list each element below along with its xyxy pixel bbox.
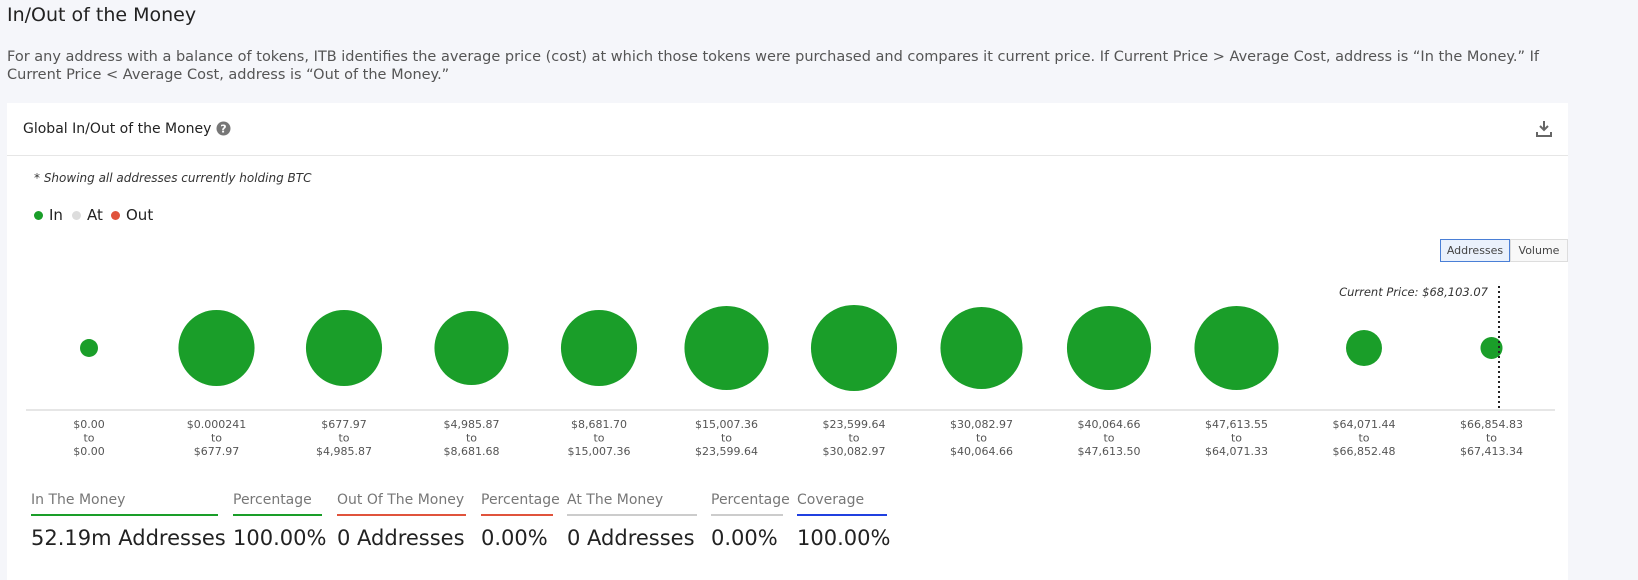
range-label: to (1103, 432, 1114, 445)
bubble (1346, 330, 1382, 366)
range-label: $8,681.68 (444, 445, 500, 458)
range-label: $47,613.55 (1205, 418, 1268, 431)
range-label: $4,985.87 (316, 445, 372, 458)
bubble (560, 309, 638, 387)
range-label: $64,071.44 (1333, 418, 1396, 431)
legend-label: In (49, 206, 63, 224)
card-title: Global In/Out of the Money (23, 121, 212, 137)
bubble (684, 305, 769, 391)
range-label: to (83, 432, 94, 445)
range-label: to (211, 432, 222, 445)
range-label: $15,007.36 (568, 445, 631, 458)
stat-value: 0.00% (481, 526, 548, 550)
stat-value: 0 Addresses (567, 526, 695, 550)
range-label: to (466, 432, 477, 445)
range-label: to (721, 432, 732, 445)
bubble (1480, 336, 1503, 360)
stat-label: Percentage (233, 492, 322, 516)
range-label: $677.97 (321, 418, 367, 431)
stat-label: Percentage (711, 492, 790, 516)
range-label: $40,064.66 (950, 445, 1013, 458)
legend-dot (34, 211, 43, 220)
range-label: $677.97 (194, 445, 240, 458)
range-label: to (848, 432, 859, 445)
stat-label: At The Money (567, 492, 697, 516)
range-label: $0.00 (73, 445, 105, 458)
stat-value: 0 Addresses (337, 526, 465, 550)
legend-item[interactable]: Out (111, 206, 153, 224)
note: * Showing all addresses currently holdin… (34, 171, 312, 185)
stat-value: 100.00% (233, 526, 327, 550)
range-label: $30,082.97 (950, 418, 1013, 431)
legend-item[interactable]: At (72, 206, 103, 224)
toggle-button[interactable]: Addresses (1440, 239, 1510, 262)
help-icon[interactable]: ? (216, 121, 231, 136)
range-label: to (1231, 432, 1242, 445)
range-label: $67,413.34 (1460, 445, 1523, 458)
range-label: $23,599.64 (695, 445, 758, 458)
card (7, 103, 1568, 580)
range-label: $64,071.33 (1205, 445, 1268, 458)
range-label: to (976, 432, 987, 445)
range-label: to (593, 432, 604, 445)
range-label: $40,064.66 (1078, 418, 1141, 431)
range-label: $0.000241 (187, 418, 247, 431)
stat-value: 52.19m Addresses (31, 526, 226, 550)
current-price-label: Current Price: $68,103.07 (1339, 285, 1489, 299)
range-label: $0.00 (73, 418, 105, 431)
bubble (305, 309, 383, 387)
legend-dot (111, 211, 120, 220)
range-label: $66,852.48 (1333, 445, 1396, 458)
range-label: $47,613.50 (1078, 445, 1141, 458)
range-label: $66,854.83 (1460, 418, 1523, 431)
stat-label: In The Money (31, 492, 218, 516)
page-title: In/Out of the Money (7, 4, 197, 26)
download-icon[interactable] (1535, 120, 1553, 138)
toggle-button[interactable]: Volume (1510, 239, 1568, 262)
bubble (1066, 305, 1152, 391)
svg-text:?: ? (220, 123, 226, 136)
legend-label: Out (126, 206, 154, 224)
bubble (178, 309, 255, 387)
range-label: $15,007.36 (695, 418, 758, 431)
divider (7, 155, 1568, 156)
bubble (434, 310, 509, 386)
range-label: $23,599.64 (823, 418, 886, 431)
range-label: $4,985.87 (444, 418, 500, 431)
range-label: to (1486, 432, 1497, 445)
range-label: $8,681.70 (571, 418, 627, 431)
chart: $0.00to$0.00$0.000241to$677.97$677.97to$… (26, 285, 1555, 458)
range-label: to (1358, 432, 1369, 445)
range-label: $30,082.97 (823, 445, 886, 458)
bubble (940, 306, 1023, 390)
bubble (80, 339, 98, 357)
legend-item[interactable]: In (34, 206, 63, 224)
stat-value: 100.00% (797, 526, 891, 550)
range-label: to (338, 432, 349, 445)
bubble (1194, 305, 1279, 391)
stat-label: Percentage (481, 492, 560, 516)
legend-dot (72, 211, 81, 220)
bubble (810, 304, 898, 392)
description: For any address with a balance of tokens… (7, 49, 1540, 83)
legend-label: At (87, 206, 103, 224)
stat-label: Coverage (797, 492, 887, 516)
stat-label: Out Of The Money (337, 492, 466, 516)
stat-value: 0.00% (711, 526, 778, 550)
